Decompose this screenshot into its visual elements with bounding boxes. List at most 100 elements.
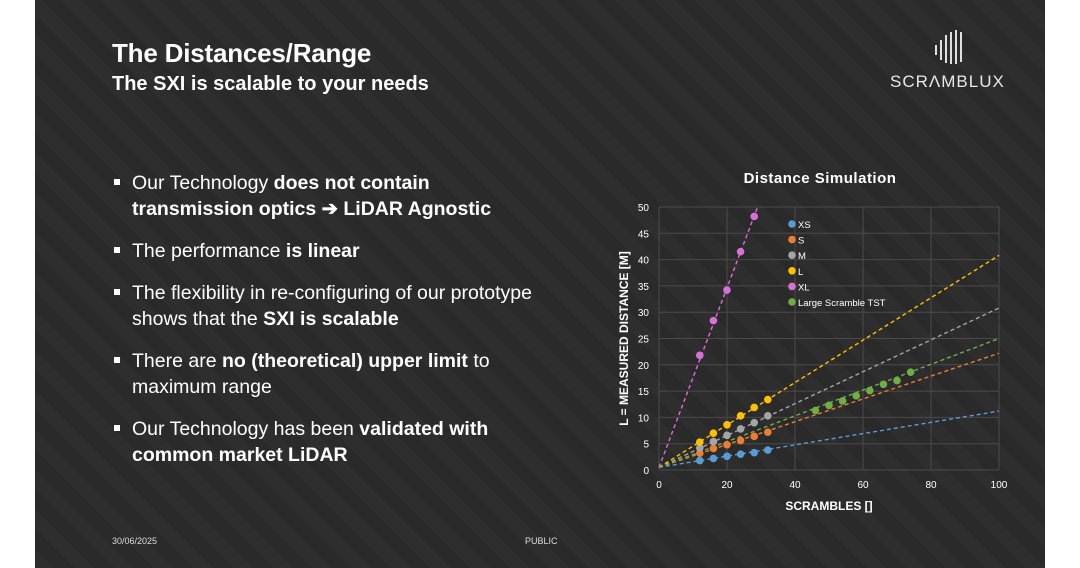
bullet-item: There are no (theoretical) upper limit t… (114, 348, 544, 400)
trendline-large-scramble-tst (658, 337, 1000, 469)
y-tick-label: 35 (638, 282, 650, 293)
bullet-item: Our Technology has been validated with c… (114, 416, 544, 468)
footer-date: 30/06/2025 (112, 536, 158, 546)
data-point-xl (723, 286, 731, 294)
footer-classification: PUBLIC (525, 536, 558, 546)
data-point-xs (764, 446, 772, 454)
trendline-s (658, 352, 1000, 469)
legend-label: S (798, 236, 804, 247)
bullet-square-icon (114, 289, 120, 295)
x-axis-label: SCRAMBLES [] (785, 499, 872, 513)
y-tick-label: 15 (638, 387, 650, 398)
data-point-large-scramble-tst (838, 397, 847, 405)
data-point-l (750, 403, 758, 412)
page-title: The Distances/Range (112, 38, 372, 68)
chart-svg: Distance Simulation 0 5 10 15 20 25 30 35 40 45 50 0… (617, 170, 1008, 513)
data-point-xl (709, 316, 718, 325)
x-tick-label: 0 (656, 480, 662, 491)
data-point-xs (723, 452, 731, 461)
x-tick-label: 40 (789, 480, 801, 491)
legend-label: L (798, 267, 803, 278)
y-tick-label: 20 (638, 361, 650, 372)
legend-label: M (798, 251, 806, 262)
data-point-xl (696, 351, 704, 360)
data-point-m (764, 412, 772, 420)
x-tick-label: 100 (991, 480, 1008, 491)
data-point-large-scramble-tst (879, 380, 888, 389)
bullet-square-icon (114, 425, 120, 431)
data-point-m (709, 437, 718, 446)
data-point-large-scramble-tst (866, 386, 874, 395)
bullet-square-icon (114, 179, 120, 185)
legend-label: Large Scramble TST (798, 298, 886, 309)
y-tick-label: 5 (643, 440, 649, 451)
data-point-large-scramble-tst (852, 392, 860, 400)
data-point-xs (750, 448, 758, 457)
data-point-s (750, 432, 758, 441)
bullet-text: The performance (132, 240, 286, 262)
chart-title: Distance Simulation (744, 170, 897, 187)
bullet-item: The flexibility in re-configuring of our… (114, 280, 544, 332)
y-tick-label: 40 (638, 256, 650, 267)
distance-chart: Distance Simulation 0 5 10 15 20 25 30 35 40 45 50 0… (579, 160, 1039, 520)
y-tick-label: 0 (643, 466, 649, 477)
signal-bars-icon (935, 30, 962, 64)
bullet-list: Our Technology does not contain transmis… (114, 170, 544, 484)
logo-text: SCRΛMBLUX (890, 72, 1005, 91)
data-point-l (723, 420, 731, 429)
data-point-large-scramble-tst (906, 368, 915, 376)
data-point-s (736, 436, 745, 445)
bullet-square-icon (114, 247, 120, 253)
legend-marker (788, 220, 796, 228)
bullet-item: Our Technology does not contain transmis… (114, 170, 544, 222)
brand-logo: SCRΛMBLUX (890, 30, 1015, 95)
data-point-l (736, 412, 745, 420)
bullet-square-icon (114, 357, 120, 363)
legend-label: XL (798, 282, 810, 293)
bullet-text: is linear (285, 240, 360, 262)
y-tick-label: 25 (638, 335, 650, 346)
legend-marker (788, 298, 796, 306)
data-point-m (723, 431, 731, 440)
x-tick-label: 20 (721, 480, 733, 491)
data-point-xs (736, 450, 745, 459)
data-point-m (736, 425, 745, 433)
data-point-m (750, 418, 758, 427)
legend-marker (788, 282, 796, 291)
data-point-s (696, 449, 704, 457)
data-point-m (696, 444, 704, 452)
legend-marker (788, 235, 796, 244)
bullet-text: The flexibility in re-configuring of our… (132, 282, 532, 330)
data-point-xl (750, 212, 758, 221)
data-point-xl (736, 247, 745, 256)
x-tick-label: 60 (857, 480, 869, 491)
bullet-text: There are (132, 350, 222, 372)
bullet-text: no (theoretical) upper limit (221, 350, 468, 372)
bullet-text: validated with common market LiDAR (132, 418, 489, 466)
bullet-text: SXI is scalable (263, 308, 399, 330)
data-point-l (764, 395, 772, 404)
bullet-text: does not contain transmission optics ➔ L… (132, 172, 492, 220)
data-point-large-scramble-tst (811, 406, 820, 415)
data-point-xs (696, 456, 704, 465)
legend-marker (788, 251, 796, 259)
data-point-large-scramble-tst (893, 376, 901, 385)
y-tick-label: 10 (638, 413, 650, 424)
y-tick-label: 30 (638, 308, 650, 319)
legend-marker (788, 267, 796, 275)
page-subtitle: The SXI is scalable to your needs (112, 73, 429, 95)
bullet-item: The performance is linear (114, 238, 544, 264)
data-point-xs (709, 454, 718, 463)
data-point-s (709, 444, 718, 453)
bullet-text: to maximum range (132, 350, 490, 398)
bullet-text: Our Technology (132, 172, 274, 194)
bullet-text: Our Technology has been (132, 418, 360, 440)
x-tick-label: 80 (925, 480, 937, 491)
slide: The Distances/Range The SXI is scalable … (35, 0, 1045, 568)
trendline-l (658, 254, 1000, 468)
y-axis-label: L = MEASURED DISTANCE [M] (617, 251, 631, 426)
data-point-large-scramble-tst (825, 401, 833, 410)
legend-label: XS (798, 220, 811, 231)
y-tick-label: 45 (638, 229, 650, 240)
data-point-s (764, 428, 772, 436)
